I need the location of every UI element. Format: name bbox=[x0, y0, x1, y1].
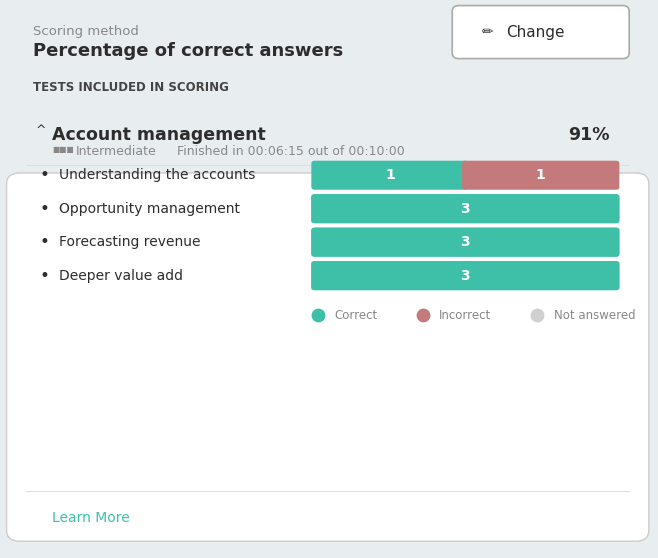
Text: Scoring method: Scoring method bbox=[33, 25, 139, 38]
Text: 91%: 91% bbox=[568, 126, 609, 143]
FancyBboxPatch shape bbox=[315, 163, 465, 187]
Point bbox=[532, 311, 543, 320]
FancyBboxPatch shape bbox=[465, 163, 616, 187]
FancyBboxPatch shape bbox=[311, 228, 619, 257]
Text: Forecasting revenue: Forecasting revenue bbox=[59, 235, 201, 249]
Text: •: • bbox=[39, 233, 49, 251]
FancyBboxPatch shape bbox=[7, 173, 649, 541]
Text: ✏: ✏ bbox=[482, 25, 494, 40]
Text: 1: 1 bbox=[536, 168, 545, 182]
Text: Finished in 00:06:15 out of 00:10:00: Finished in 00:06:15 out of 00:10:00 bbox=[177, 145, 405, 158]
Text: 1: 1 bbox=[385, 168, 395, 182]
Text: Correct: Correct bbox=[334, 309, 378, 322]
FancyBboxPatch shape bbox=[311, 228, 619, 257]
Text: Deeper value add: Deeper value add bbox=[59, 268, 183, 283]
FancyBboxPatch shape bbox=[311, 161, 468, 190]
Text: •: • bbox=[39, 267, 49, 285]
Text: •: • bbox=[39, 166, 49, 184]
Text: ■■■: ■■■ bbox=[53, 145, 74, 154]
Text: TESTS INCLUDED IN SCORING: TESTS INCLUDED IN SCORING bbox=[33, 81, 228, 94]
FancyBboxPatch shape bbox=[311, 261, 619, 290]
FancyBboxPatch shape bbox=[311, 261, 619, 290]
Text: Incorrect: Incorrect bbox=[439, 309, 492, 322]
FancyBboxPatch shape bbox=[311, 194, 619, 223]
Text: 3: 3 bbox=[461, 268, 470, 283]
Text: Not answered: Not answered bbox=[554, 309, 636, 322]
Text: Account management: Account management bbox=[53, 126, 266, 143]
Text: 3: 3 bbox=[461, 235, 470, 249]
Text: 1: 1 bbox=[385, 168, 395, 182]
Text: 3: 3 bbox=[461, 268, 470, 283]
Text: Percentage of correct answers: Percentage of correct answers bbox=[33, 42, 343, 60]
Text: Learn More: Learn More bbox=[53, 511, 130, 525]
FancyBboxPatch shape bbox=[452, 6, 629, 59]
Text: 1: 1 bbox=[536, 168, 545, 182]
Text: •: • bbox=[39, 200, 49, 218]
Point bbox=[417, 311, 428, 320]
Text: Understanding the accounts: Understanding the accounts bbox=[59, 168, 255, 182]
FancyBboxPatch shape bbox=[311, 194, 619, 223]
Text: 3: 3 bbox=[461, 235, 470, 249]
Text: Intermediate: Intermediate bbox=[76, 145, 156, 158]
Text: ^: ^ bbox=[36, 124, 47, 137]
FancyBboxPatch shape bbox=[462, 161, 619, 190]
Text: 3: 3 bbox=[461, 201, 470, 216]
Text: Opportunity management: Opportunity management bbox=[59, 201, 240, 216]
Text: 3: 3 bbox=[461, 201, 470, 216]
Point bbox=[313, 311, 323, 320]
Text: Change: Change bbox=[506, 25, 565, 40]
